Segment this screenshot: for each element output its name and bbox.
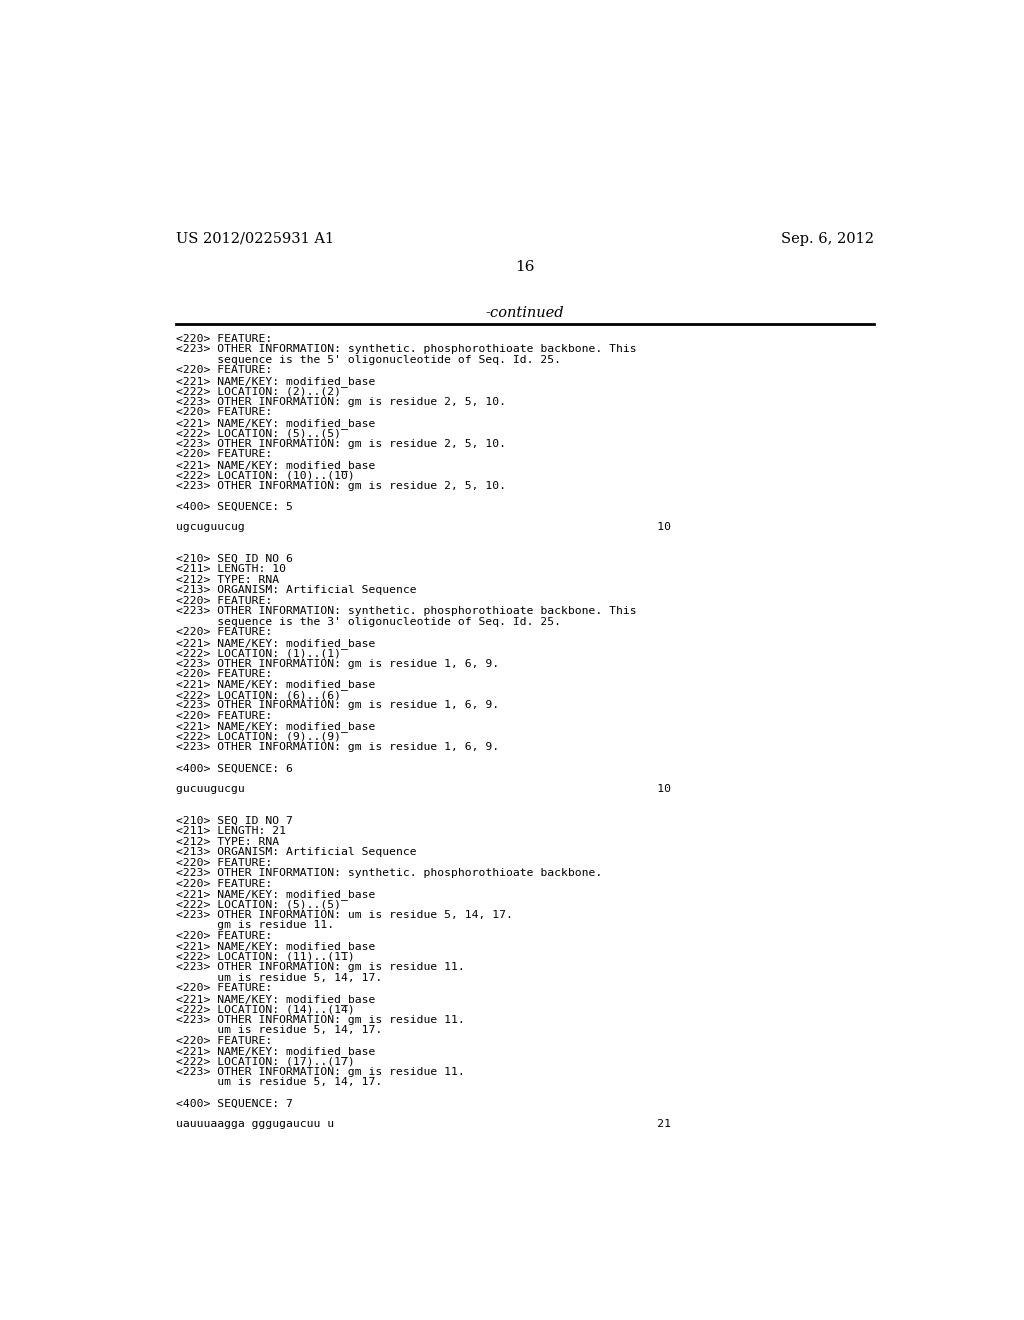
Text: <212> TYPE: RNA: <212> TYPE: RNA	[176, 837, 280, 846]
Text: Sep. 6, 2012: Sep. 6, 2012	[780, 231, 873, 246]
Text: <223> OTHER INFORMATION: gm is residue 1, 6, 9.: <223> OTHER INFORMATION: gm is residue 1…	[176, 659, 499, 669]
Text: <221> NAME/KEY: modified_base: <221> NAME/KEY: modified_base	[176, 638, 376, 648]
Text: <213> ORGANISM: Artificial Sequence: <213> ORGANISM: Artificial Sequence	[176, 585, 417, 595]
Text: <220> FEATURE:: <220> FEATURE:	[176, 595, 272, 606]
Text: 16: 16	[515, 260, 535, 275]
Text: <221> NAME/KEY: modified_base: <221> NAME/KEY: modified_base	[176, 888, 376, 900]
Text: <220> FEATURE:: <220> FEATURE:	[176, 983, 272, 993]
Text: <220> FEATURE:: <220> FEATURE:	[176, 879, 272, 888]
Text: <222> LOCATION: (17)..(17): <222> LOCATION: (17)..(17)	[176, 1056, 354, 1067]
Text: <223> OTHER INFORMATION: synthetic. phosphorothioate backbone.: <223> OTHER INFORMATION: synthetic. phos…	[176, 869, 602, 878]
Text: <221> NAME/KEY: modified_base: <221> NAME/KEY: modified_base	[176, 680, 376, 690]
Text: <222> LOCATION: (1)..(1): <222> LOCATION: (1)..(1)	[176, 648, 341, 659]
Text: <211> LENGTH: 10: <211> LENGTH: 10	[176, 565, 286, 574]
Text: <220> FEATURE:: <220> FEATURE:	[176, 931, 272, 941]
Text: <223> OTHER INFORMATION: gm is residue 11.: <223> OTHER INFORMATION: gm is residue 1…	[176, 1067, 465, 1077]
Text: <222> LOCATION: (11)..(11): <222> LOCATION: (11)..(11)	[176, 952, 354, 962]
Text: <223> OTHER INFORMATION: um is residue 5, 14, 17.: <223> OTHER INFORMATION: um is residue 5…	[176, 909, 513, 920]
Text: <222> LOCATION: (6)..(6): <222> LOCATION: (6)..(6)	[176, 690, 341, 700]
Text: <223> OTHER INFORMATION: gm is residue 2, 5, 10.: <223> OTHER INFORMATION: gm is residue 2…	[176, 480, 506, 491]
Text: <210> SEQ ID NO 7: <210> SEQ ID NO 7	[176, 816, 293, 826]
Text: <220> FEATURE:: <220> FEATURE:	[176, 711, 272, 721]
Text: <223> OTHER INFORMATION: gm is residue 11.: <223> OTHER INFORMATION: gm is residue 1…	[176, 962, 465, 973]
Text: <210> SEQ ID NO 6: <210> SEQ ID NO 6	[176, 554, 293, 564]
Text: <212> TYPE: RNA: <212> TYPE: RNA	[176, 574, 280, 585]
Text: um is residue 5, 14, 17.: um is residue 5, 14, 17.	[176, 1077, 382, 1088]
Text: <221> NAME/KEY: modified_base: <221> NAME/KEY: modified_base	[176, 994, 376, 1005]
Text: US 2012/0225931 A1: US 2012/0225931 A1	[176, 231, 334, 246]
Text: <222> LOCATION: (5)..(5): <222> LOCATION: (5)..(5)	[176, 428, 341, 438]
Text: <220> FEATURE:: <220> FEATURE:	[176, 627, 272, 638]
Text: gucuugucgu                                                            10: gucuugucgu 10	[176, 784, 671, 795]
Text: <223> OTHER INFORMATION: gm is residue 2, 5, 10.: <223> OTHER INFORMATION: gm is residue 2…	[176, 397, 506, 407]
Text: <400> SEQUENCE: 5: <400> SEQUENCE: 5	[176, 502, 293, 512]
Text: <223> OTHER INFORMATION: synthetic. phosphorothioate backbone. This: <223> OTHER INFORMATION: synthetic. phos…	[176, 606, 637, 616]
Text: <220> FEATURE:: <220> FEATURE:	[176, 366, 272, 375]
Text: <221> NAME/KEY: modified_base: <221> NAME/KEY: modified_base	[176, 941, 376, 952]
Text: <400> SEQUENCE: 6: <400> SEQUENCE: 6	[176, 763, 293, 774]
Text: <220> FEATURE:: <220> FEATURE:	[176, 1036, 272, 1045]
Text: <220> FEATURE:: <220> FEATURE:	[176, 449, 272, 459]
Text: <223> OTHER INFORMATION: gm is residue 1, 6, 9.: <223> OTHER INFORMATION: gm is residue 1…	[176, 742, 499, 752]
Text: <223> OTHER INFORMATION: gm is residue 11.: <223> OTHER INFORMATION: gm is residue 1…	[176, 1015, 465, 1024]
Text: <220> FEATURE:: <220> FEATURE:	[176, 669, 272, 678]
Text: <222> LOCATION: (2)..(2): <222> LOCATION: (2)..(2)	[176, 387, 341, 396]
Text: <220> FEATURE:: <220> FEATURE:	[176, 408, 272, 417]
Text: um is residue 5, 14, 17.: um is residue 5, 14, 17.	[176, 1026, 382, 1035]
Text: <221> NAME/KEY: modified_base: <221> NAME/KEY: modified_base	[176, 459, 376, 470]
Text: sequence is the 5' oligonucleotide of Seq. Id. 25.: sequence is the 5' oligonucleotide of Se…	[176, 355, 561, 364]
Text: <221> NAME/KEY: modified_base: <221> NAME/KEY: modified_base	[176, 417, 376, 429]
Text: <220> FEATURE:: <220> FEATURE:	[176, 858, 272, 867]
Text: gm is residue 11.: gm is residue 11.	[176, 920, 334, 931]
Text: <221> NAME/KEY: modified_base: <221> NAME/KEY: modified_base	[176, 722, 376, 733]
Text: <221> NAME/KEY: modified_base: <221> NAME/KEY: modified_base	[176, 376, 376, 387]
Text: <222> LOCATION: (5)..(5): <222> LOCATION: (5)..(5)	[176, 899, 341, 909]
Text: <222> LOCATION: (14)..(14): <222> LOCATION: (14)..(14)	[176, 1005, 354, 1014]
Text: <223> OTHER INFORMATION: gm is residue 1, 6, 9.: <223> OTHER INFORMATION: gm is residue 1…	[176, 701, 499, 710]
Text: <213> ORGANISM: Artificial Sequence: <213> ORGANISM: Artificial Sequence	[176, 847, 417, 857]
Text: -continued: -continued	[485, 306, 564, 321]
Text: <211> LENGTH: 21: <211> LENGTH: 21	[176, 826, 286, 836]
Text: <223> OTHER INFORMATION: gm is residue 2, 5, 10.: <223> OTHER INFORMATION: gm is residue 2…	[176, 438, 506, 449]
Text: <222> LOCATION: (10)..(10): <222> LOCATION: (10)..(10)	[176, 470, 354, 480]
Text: <222> LOCATION: (9)..(9): <222> LOCATION: (9)..(9)	[176, 731, 341, 742]
Text: <223> OTHER INFORMATION: synthetic. phosphorothioate backbone. This: <223> OTHER INFORMATION: synthetic. phos…	[176, 345, 637, 355]
Text: <400> SEQUENCE: 7: <400> SEQUENCE: 7	[176, 1098, 293, 1109]
Text: uauuuaagga gggugaucuu u                                               21: uauuuaagga gggugaucuu u 21	[176, 1119, 671, 1130]
Text: <221> NAME/KEY: modified_base: <221> NAME/KEY: modified_base	[176, 1045, 376, 1057]
Text: <220> FEATURE:: <220> FEATURE:	[176, 334, 272, 345]
Text: um is residue 5, 14, 17.: um is residue 5, 14, 17.	[176, 973, 382, 983]
Text: ugcuguucug                                                            10: ugcuguucug 10	[176, 523, 671, 532]
Text: sequence is the 3' oligonucleotide of Seq. Id. 25.: sequence is the 3' oligonucleotide of Se…	[176, 616, 561, 627]
